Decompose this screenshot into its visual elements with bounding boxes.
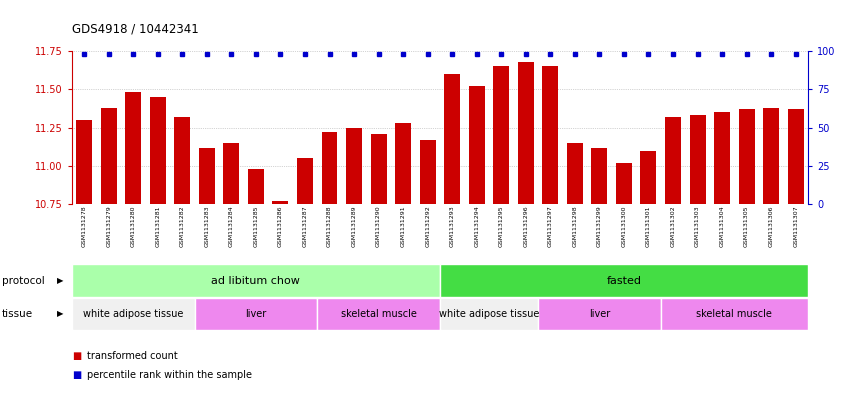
Text: fasted: fasted — [607, 275, 641, 286]
Bar — [689, 116, 706, 204]
Bar — [714, 112, 730, 204]
Bar — [493, 66, 509, 204]
Bar — [223, 143, 239, 204]
Bar — [395, 123, 411, 204]
Bar — [440, 298, 538, 330]
Bar — [101, 108, 117, 204]
Bar — [739, 109, 755, 204]
Text: ■: ■ — [72, 370, 81, 380]
Text: skeletal muscle: skeletal muscle — [696, 309, 772, 319]
Text: percentile rank within the sample: percentile rank within the sample — [87, 370, 252, 380]
Bar — [174, 117, 190, 204]
Bar — [665, 117, 681, 204]
Bar — [640, 151, 656, 204]
Bar — [469, 86, 485, 204]
Text: liver: liver — [245, 309, 266, 319]
Bar — [317, 298, 440, 330]
Bar — [150, 97, 166, 204]
Bar — [72, 298, 195, 330]
Bar — [538, 298, 661, 330]
Text: ▶: ▶ — [57, 310, 63, 318]
Text: white adipose tissue: white adipose tissue — [439, 309, 539, 319]
Text: transformed count: transformed count — [87, 351, 178, 361]
Bar — [440, 264, 808, 297]
Bar — [297, 158, 313, 204]
Bar — [72, 264, 440, 297]
Text: GDS4918 / 10442341: GDS4918 / 10442341 — [72, 22, 199, 35]
Text: protocol: protocol — [2, 275, 45, 286]
Text: skeletal muscle: skeletal muscle — [341, 309, 416, 319]
Text: ■: ■ — [72, 351, 81, 361]
Bar — [542, 66, 558, 204]
Bar — [788, 109, 804, 204]
Bar — [195, 298, 317, 330]
Text: tissue: tissue — [2, 309, 33, 319]
Bar — [616, 163, 632, 204]
Bar — [321, 132, 338, 204]
Text: ▶: ▶ — [57, 276, 63, 285]
Bar — [567, 143, 583, 204]
Bar — [76, 120, 92, 204]
Bar — [518, 62, 534, 204]
Bar — [272, 201, 288, 204]
Text: white adipose tissue: white adipose tissue — [83, 309, 184, 319]
Text: ad libitum chow: ad libitum chow — [212, 275, 300, 286]
Bar — [763, 108, 779, 204]
Bar — [444, 74, 460, 204]
Bar — [420, 140, 436, 204]
Bar — [248, 169, 264, 204]
Bar — [199, 148, 215, 204]
Bar — [371, 134, 387, 204]
Bar — [661, 298, 808, 330]
Bar — [125, 92, 141, 204]
Bar — [346, 128, 362, 204]
Text: liver: liver — [589, 309, 610, 319]
Bar — [591, 148, 607, 204]
